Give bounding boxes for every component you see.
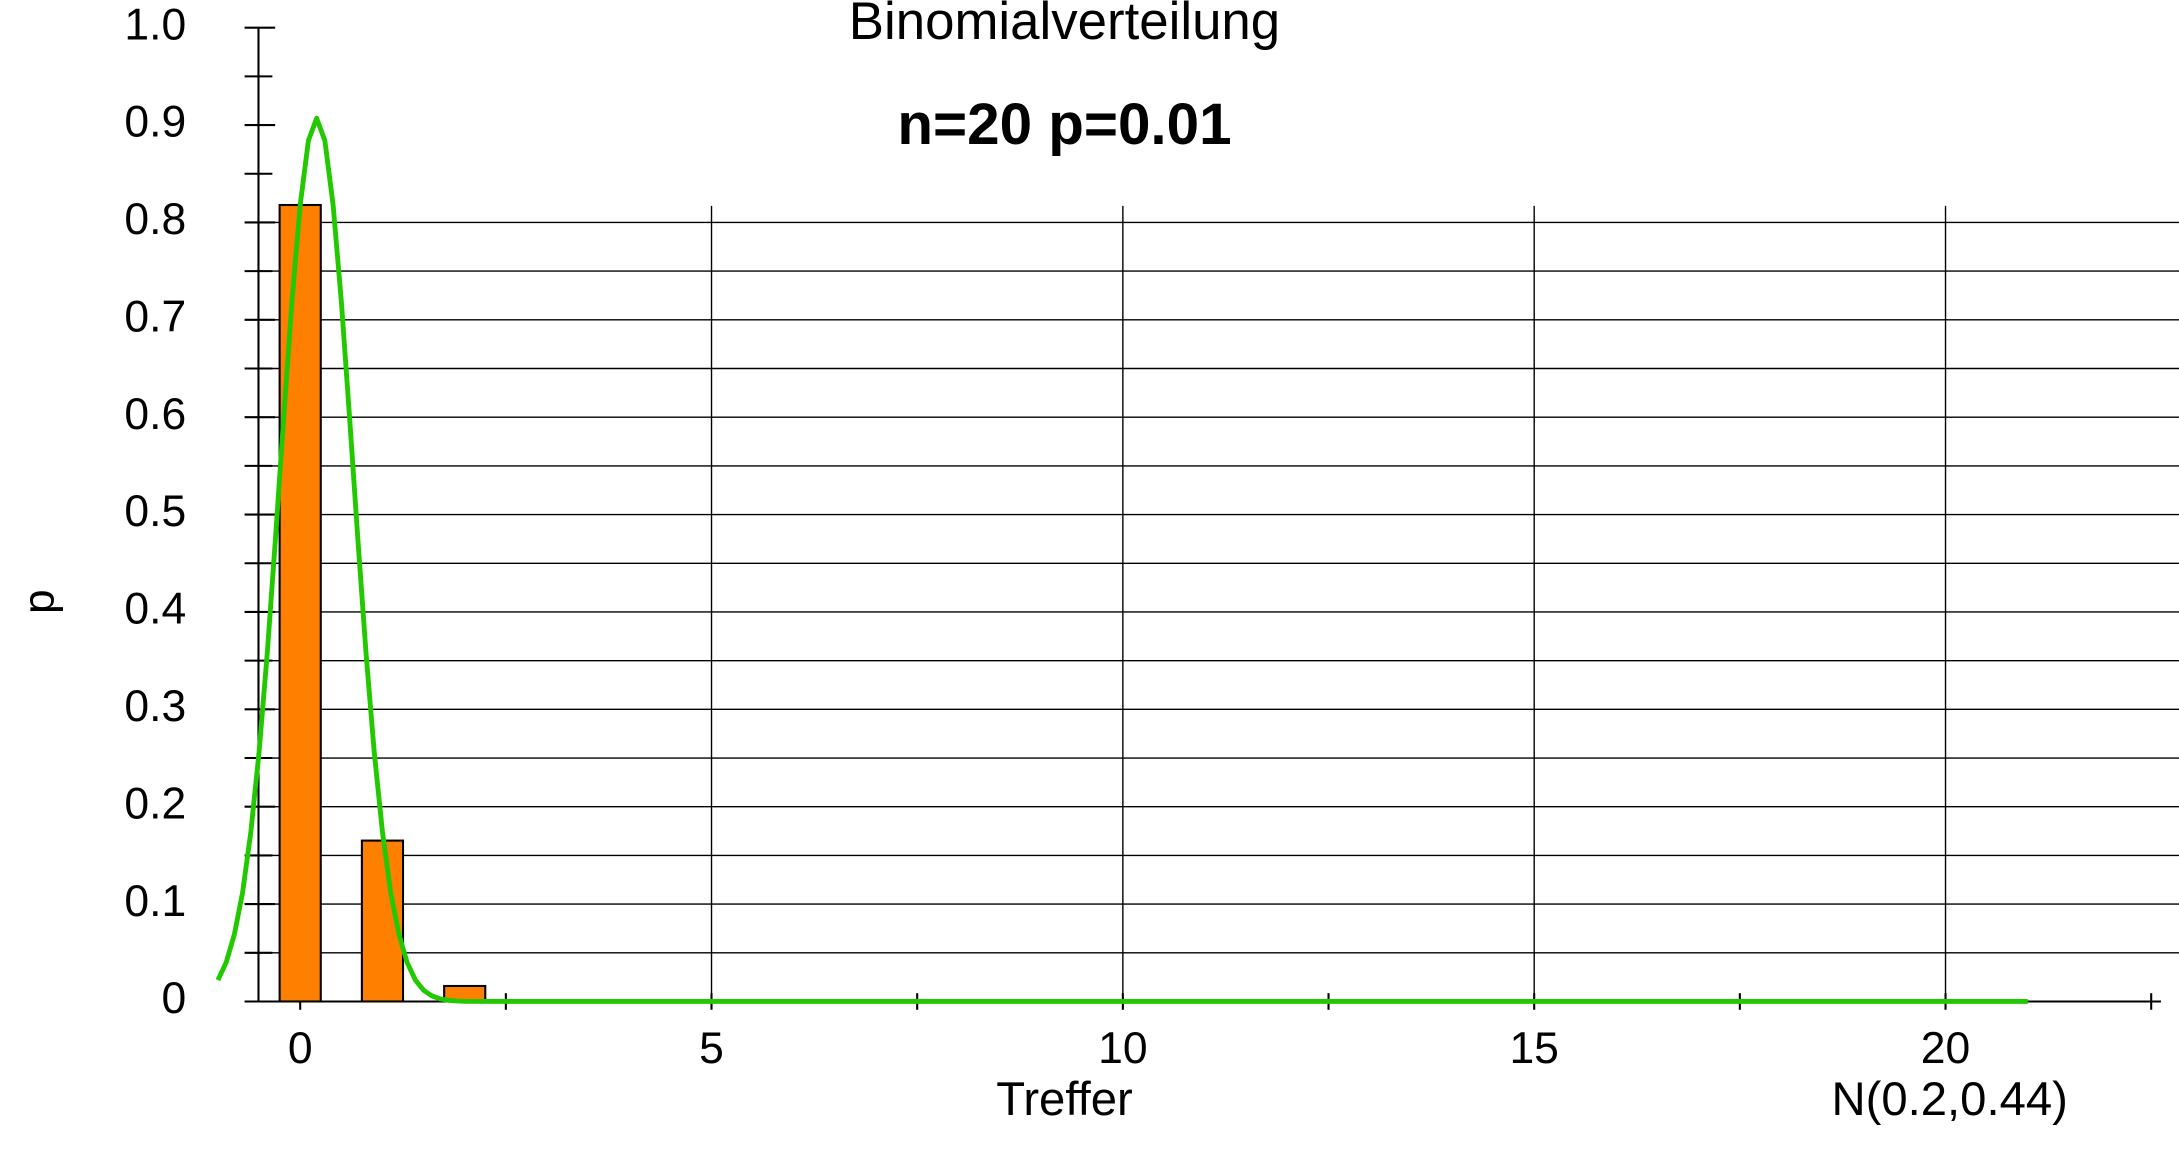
y-tick-label: 1.0 <box>124 0 186 49</box>
x-tick-label: 15 <box>1509 1024 1558 1073</box>
y-tick-label: 0.2 <box>124 779 186 828</box>
curve-line <box>215 115 2028 1004</box>
y-tick-label: 0.1 <box>124 877 186 926</box>
x-tick-label: 0 <box>288 1024 313 1073</box>
bar <box>278 203 322 1003</box>
x-axis-label: Treffer <box>996 1072 1133 1125</box>
y-axis-label: p <box>14 589 63 614</box>
y-tick-label: 0.7 <box>124 293 186 342</box>
y-tick-label: 0.9 <box>124 98 186 147</box>
chart-subtitle: n=20 p=0.01 <box>897 92 1231 157</box>
y-tick-label: 0.4 <box>124 585 186 634</box>
x-tick-label: 20 <box>1921 1024 1970 1073</box>
y-tick-label: 0.8 <box>124 195 186 244</box>
x-tick-label: 5 <box>699 1024 724 1073</box>
y-tick-label: 0.6 <box>124 390 186 439</box>
y-tick-label: 0.3 <box>124 682 186 731</box>
y-tick-label: 0 <box>161 974 186 1023</box>
chart-title: Binomialverteilung <box>849 0 1280 51</box>
x-tick-label: 10 <box>1098 1024 1147 1073</box>
legend-label: N(0.2,0.44) <box>1832 1072 2068 1125</box>
y-tick-label: 0.5 <box>124 487 186 536</box>
